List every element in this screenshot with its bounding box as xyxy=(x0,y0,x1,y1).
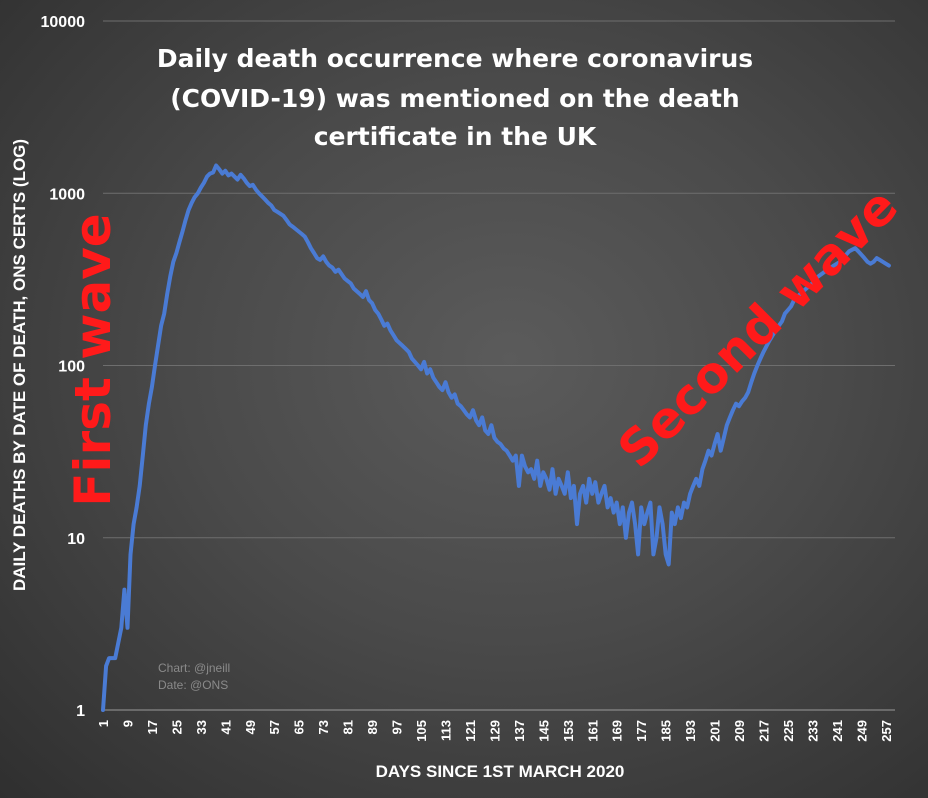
x-tick-label: 177 xyxy=(634,720,649,742)
x-tick-label: 33 xyxy=(194,720,209,734)
x-tick-label: 49 xyxy=(243,720,258,734)
x-tick-label: 89 xyxy=(365,720,380,734)
x-tick-label: 161 xyxy=(585,720,600,742)
chart-credit: Chart: @jneill xyxy=(158,661,230,675)
x-tick-label: 9 xyxy=(120,720,135,727)
x-tick-label: 217 xyxy=(757,720,772,742)
y-tick-label: 10 xyxy=(67,531,85,548)
x-tick-label: 209 xyxy=(732,720,747,742)
data-credit: Date: @ONS xyxy=(158,678,228,692)
series-line-daily-deaths xyxy=(101,163,891,712)
x-tick-label: 145 xyxy=(536,720,551,742)
chart-title-line-3: certificate in the UK xyxy=(314,122,598,151)
second-wave-annotation: Second wave xyxy=(607,177,909,479)
x-tick-label: 17 xyxy=(145,720,160,734)
y-axis-label: DAILY DEATHS BY DATE OF DEATH, ONS CERTS… xyxy=(10,139,29,591)
first-wave-annotation: First wave xyxy=(64,213,122,506)
chart-title-line-2: (COVID-19) was mentioned on the death xyxy=(170,84,739,113)
x-tick-label: 129 xyxy=(487,720,502,742)
y-tick-label: 1 xyxy=(76,703,85,720)
x-tick-label: 97 xyxy=(390,720,405,734)
x-tick-label: 105 xyxy=(414,720,429,742)
y-tick-label: 10000 xyxy=(41,14,86,31)
y-tick-label: 100 xyxy=(58,359,85,376)
x-tick-label: 41 xyxy=(218,720,233,734)
x-tick-label: 81 xyxy=(341,720,356,734)
x-tick-label: 249 xyxy=(854,720,869,742)
series-layer xyxy=(101,163,891,712)
x-tick-label: 201 xyxy=(708,720,723,742)
x-tick-label: 169 xyxy=(610,720,625,742)
x-tick-label: 233 xyxy=(805,720,820,742)
x-tick-label: 241 xyxy=(830,720,845,742)
x-tick-label: 225 xyxy=(781,720,796,742)
axes: 1 10 100 1000 10000 1 9 17 25 33 41 49 57 65 73 81 89 97 1… xyxy=(41,14,895,742)
x-tick-label: 73 xyxy=(316,720,331,734)
x-tick-label: 65 xyxy=(292,720,307,734)
x-tick-label: 57 xyxy=(267,720,282,734)
x-axis-label: DAYS SINCE 1ST MARCH 2020 xyxy=(376,762,625,781)
y-tick-label: 1000 xyxy=(49,186,85,203)
chart-title-line-1: Daily death occurrence where coronavirus xyxy=(157,44,753,73)
x-tick-label: 25 xyxy=(169,720,184,734)
x-tick-label: 113 xyxy=(438,720,453,741)
x-tick-label: 121 xyxy=(463,720,478,742)
x-tick-label: 185 xyxy=(659,720,674,742)
x-tick-label: 137 xyxy=(512,720,527,742)
x-tick-label: 193 xyxy=(683,720,698,742)
x-tick-label: 1 xyxy=(96,720,111,727)
x-tick-label: 153 xyxy=(561,720,576,742)
x-tick-label: 257 xyxy=(879,720,894,742)
